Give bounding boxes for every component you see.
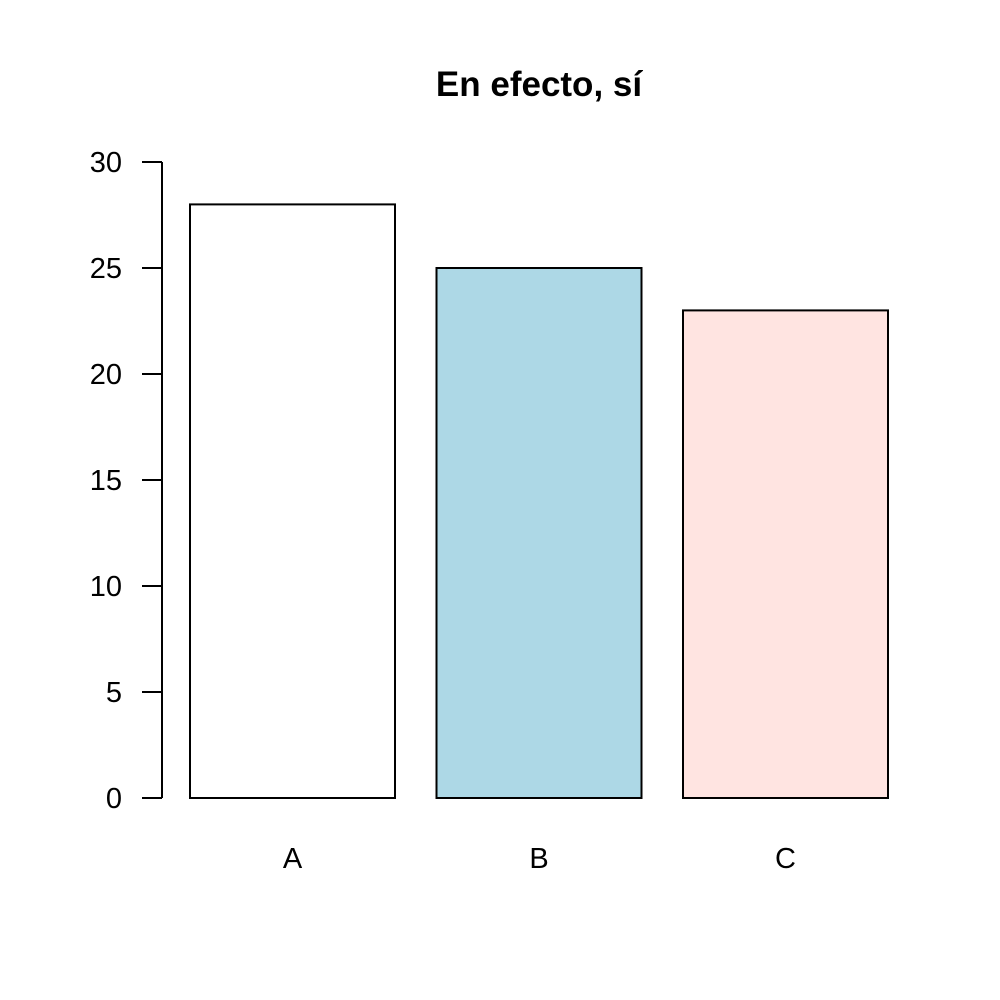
y-tick-label: 0: [106, 783, 122, 815]
y-tick-label: 15: [90, 465, 122, 497]
y-tick-label: 30: [90, 147, 122, 179]
bars-group: [189, 203, 889, 799]
y-tick-label: 20: [90, 359, 122, 391]
x-category-label: A: [283, 843, 303, 875]
bar-c: [682, 309, 889, 799]
y-tick-label: 25: [90, 253, 122, 285]
bar-a: [189, 203, 396, 799]
x-category-label: B: [529, 843, 548, 875]
y-tick-label: 10: [90, 571, 122, 603]
x-axis-labels: A B C: [283, 843, 796, 875]
y-axis: 0 5 10 15 20 25 30: [90, 147, 163, 815]
x-category-label: C: [775, 843, 796, 875]
bar-b: [435, 267, 643, 799]
chart-title: En efecto, sí: [436, 65, 643, 104]
y-tick-label: 5: [106, 677, 122, 709]
